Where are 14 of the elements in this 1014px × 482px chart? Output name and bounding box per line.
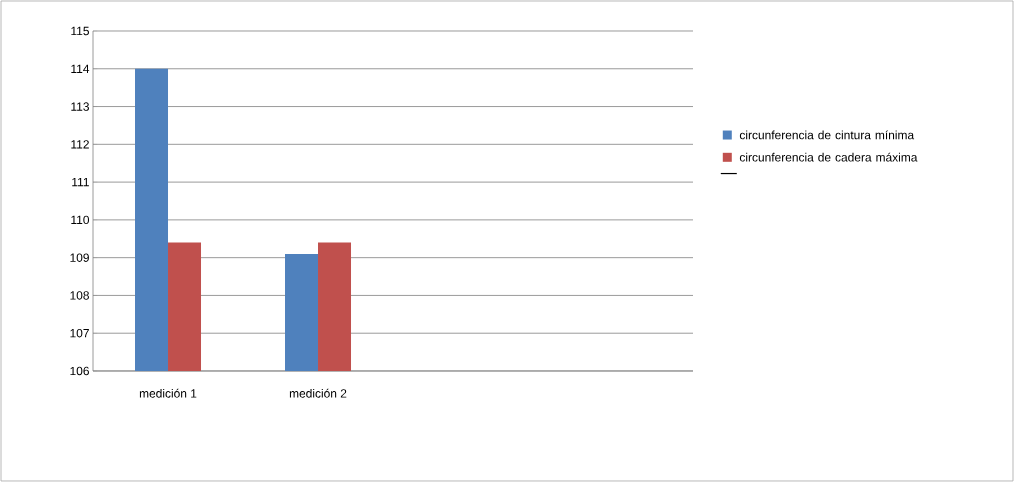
- y-tick-label: 115: [71, 26, 89, 36]
- legend-label: circunferencia de cintura mínima: [739, 130, 915, 140]
- x-tick-label: medición 1: [139, 388, 197, 398]
- y-tick-label: 112: [71, 140, 89, 149]
- y-tick-label: 111: [72, 178, 89, 187]
- y-tick-label: 113: [71, 102, 89, 111]
- y-tick-label: 108: [70, 291, 89, 300]
- y-tick-label: 106: [70, 366, 89, 376]
- y-tick-label: 109: [70, 253, 89, 262]
- x-tick-label: medición 2: [289, 388, 347, 398]
- legend-label: circunferencia de cadera máxima: [739, 152, 918, 162]
- y-tick-label: 107: [70, 328, 89, 338]
- y-tick-label: 110: [71, 215, 90, 225]
- y-tick-label: 114: [71, 64, 90, 73]
